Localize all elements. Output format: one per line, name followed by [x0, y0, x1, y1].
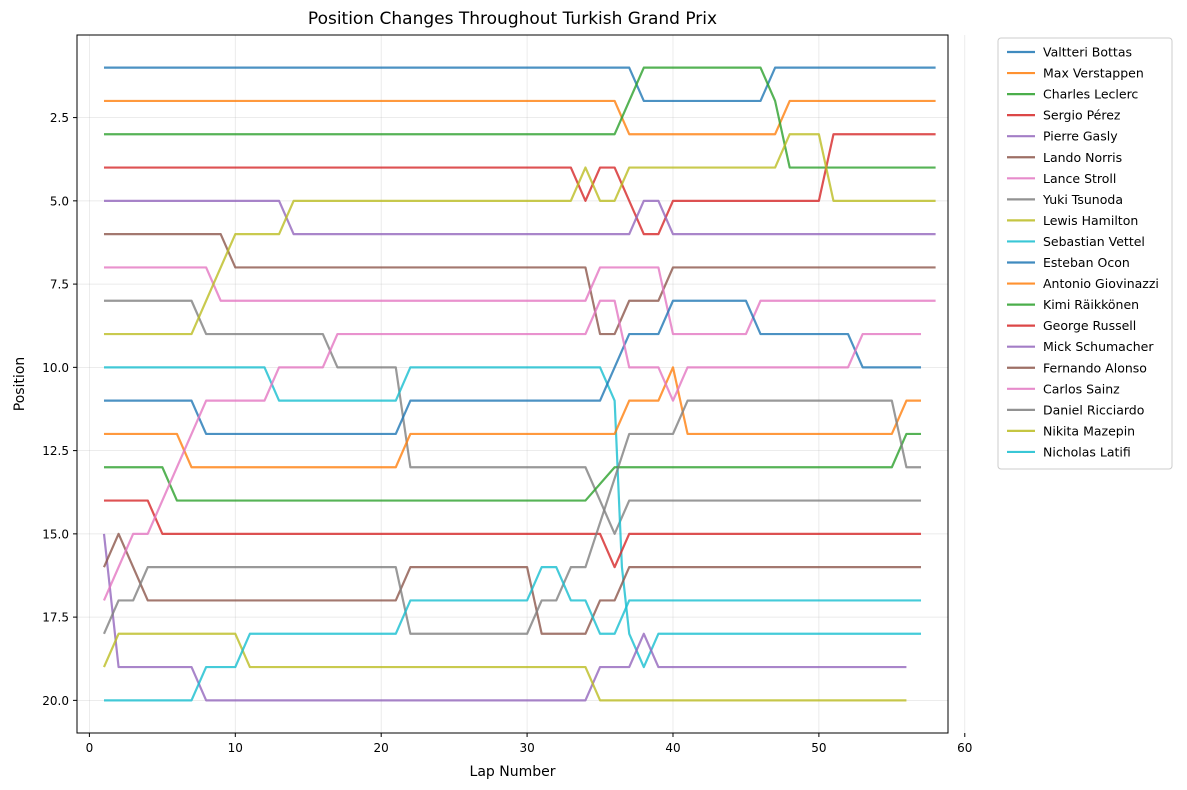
series-line-george-russell	[103, 499, 922, 569]
series-line-esteban-ocon	[103, 299, 922, 436]
legend-label-mick-schumacher: Mick Schumacher	[1043, 339, 1154, 354]
y-tick-label: 10.0	[42, 361, 69, 375]
series-line-yuki-tsunoda	[103, 299, 922, 535]
legend-label-max-verstappen: Max Verstappen	[1043, 66, 1144, 81]
legend-label-nicholas-latifi: Nicholas Latifi	[1043, 444, 1131, 459]
series-line-pierre-gasly	[103, 199, 936, 236]
series-line-sergio-p-rez	[103, 133, 936, 236]
series-line-max-verstappen	[103, 99, 936, 136]
x-axis: 0 10 20 30 40 50 60	[86, 733, 972, 755]
legend-label-sergio-p-rez: Sergio Pérez	[1043, 108, 1121, 123]
x-axis-title: Lap Number	[470, 764, 556, 780]
series-line-carlos-sainz	[102, 299, 922, 601]
legend-label-george-russell: George Russell	[1043, 318, 1136, 333]
series-line-antonio-giovinazzi	[103, 366, 922, 469]
series-line-fernando-alonso	[102, 532, 922, 635]
y-tick-label: 7.5	[50, 278, 69, 292]
series-line-charles-leclerc	[103, 66, 936, 169]
y-tick-label: 5.0	[50, 194, 69, 208]
legend-label-sebastian-vettel: Sebastian Vettel	[1043, 234, 1145, 249]
y-tick-label: 2.5	[50, 111, 69, 125]
legend-label-valtteri-bottas: Valtteri Bottas	[1043, 45, 1132, 60]
legend: Valtteri Bottas Max Verstappen Charles Lec…	[997, 37, 1173, 470]
legend-label-pierre-gasly: Pierre Gasly	[1043, 129, 1118, 144]
chart-title: Position Changes Throughout Turkish Gran…	[308, 9, 717, 29]
x-tick-label: 10	[228, 741, 243, 755]
x-tick-label: 20	[374, 741, 389, 755]
series-line-nicholas-latifi	[103, 566, 922, 702]
y-tick-label: 20.0	[42, 694, 69, 708]
series-line-valtteri-bottas	[103, 66, 936, 103]
x-tick-label: 30	[519, 741, 534, 755]
legend-label-charles-leclerc: Charles Leclerc	[1043, 87, 1138, 102]
legend-label-nikita-mazepin: Nikita Mazepin	[1043, 423, 1135, 438]
legend-label-lance-stroll: Lance Stroll	[1043, 171, 1116, 186]
y-axis: 2.5 5.0 7.5 10.0 12.5 15.0 17.5 20.0	[42, 111, 77, 708]
y-axis-title: Position	[12, 357, 28, 412]
legend-label-esteban-ocon: Esteban Ocon	[1043, 255, 1130, 270]
legend-label-lewis-hamilton: Lewis Hamilton	[1043, 213, 1138, 228]
legend-label-carlos-sainz: Carlos Sainz	[1043, 381, 1120, 396]
y-tick-label: 17.5	[42, 611, 69, 625]
series-line-lance-stroll	[103, 266, 936, 336]
series-line-sebastian-vettel	[103, 366, 922, 669]
x-tick-label: 60	[957, 741, 972, 755]
x-tick-label: 0	[86, 741, 94, 755]
legend-label-daniel-ricciardo: Daniel Ricciardo	[1043, 402, 1144, 417]
legend-box	[997, 37, 1173, 470]
x-tick-label: 50	[811, 741, 826, 755]
series-line-lewis-hamilton	[103, 133, 936, 336]
y-tick-label: 15.0	[42, 527, 69, 541]
series-line-daniel-ricciardo	[102, 399, 922, 635]
legend-label-yuki-tsunoda: Yuki Tsunoda	[1042, 192, 1123, 207]
legend-label-antonio-giovinazzi: Antonio Giovinazzi	[1043, 276, 1159, 291]
series-line-nikita-mazepin	[102, 632, 907, 702]
series-lines	[102, 66, 936, 702]
series-line-kimi-r-ikk-nen	[103, 432, 922, 502]
y-tick-label: 12.5	[42, 444, 69, 458]
plot-area	[76, 34, 949, 734]
legend-label-fernando-alonso: Fernando Alonso	[1043, 360, 1147, 375]
legend-label-kimi-r-ikk-nen: Kimi Räikkönen	[1043, 297, 1139, 312]
x-tick-label: 40	[665, 741, 680, 755]
legend-label-lando-norris: Lando Norris	[1043, 150, 1122, 165]
